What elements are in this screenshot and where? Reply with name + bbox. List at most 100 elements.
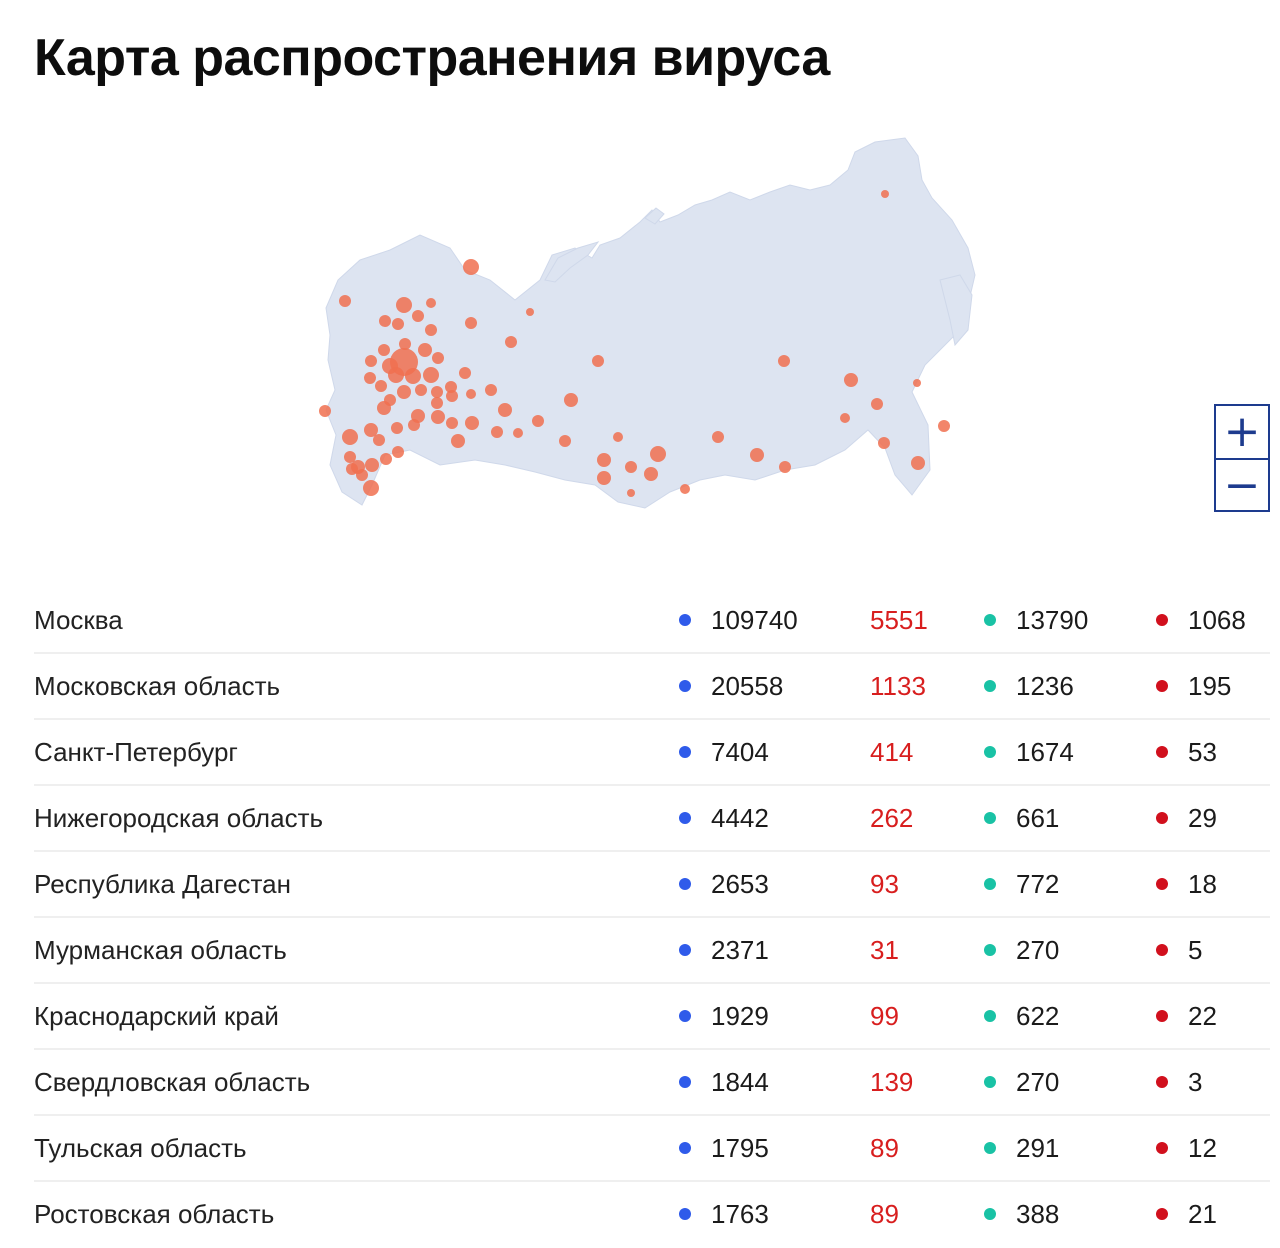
case-marker[interactable] xyxy=(779,461,791,473)
case-marker[interactable] xyxy=(459,367,471,379)
case-marker[interactable] xyxy=(498,403,512,417)
case-marker[interactable] xyxy=(431,386,443,398)
case-marker[interactable] xyxy=(339,295,351,307)
case-marker[interactable] xyxy=(466,389,476,399)
case-marker[interactable] xyxy=(365,355,377,367)
case-marker[interactable] xyxy=(392,446,404,458)
case-marker[interactable] xyxy=(564,393,578,407)
table-row[interactable]: Москва 109740 5551 13790 1068 xyxy=(34,588,1270,654)
case-marker[interactable] xyxy=(463,259,479,275)
case-marker[interactable] xyxy=(364,372,376,384)
case-marker[interactable] xyxy=(426,298,436,308)
case-marker[interactable] xyxy=(627,489,635,497)
case-marker[interactable] xyxy=(408,419,420,431)
case-marker[interactable] xyxy=(559,435,571,447)
case-marker[interactable] xyxy=(431,410,445,424)
case-marker[interactable] xyxy=(840,413,850,423)
case-marker[interactable] xyxy=(377,401,391,415)
case-marker[interactable] xyxy=(446,417,458,429)
table-row[interactable]: Ростовская область 1763 89 388 21 xyxy=(34,1182,1270,1248)
case-marker[interactable] xyxy=(881,190,889,198)
table-row[interactable]: Мурманская область 2371 31 270 5 xyxy=(34,918,1270,984)
case-marker[interactable] xyxy=(526,308,534,316)
case-marker[interactable] xyxy=(680,484,690,494)
table-row[interactable]: Краснодарский край 1929 99 622 22 xyxy=(34,984,1270,1050)
case-marker[interactable] xyxy=(380,453,392,465)
case-marker[interactable] xyxy=(613,432,623,442)
case-marker[interactable] xyxy=(365,458,379,472)
case-marker[interactable] xyxy=(597,453,611,467)
table-row[interactable]: Санкт-Петербург 7404 414 1674 53 xyxy=(34,720,1270,786)
case-marker[interactable] xyxy=(844,373,858,387)
case-marker[interactable] xyxy=(491,426,503,438)
case-marker[interactable] xyxy=(913,379,921,387)
total-dot-icon xyxy=(679,944,691,956)
table-row[interactable]: Свердловская область 1844 139 270 3 xyxy=(34,1050,1270,1116)
case-marker[interactable] xyxy=(431,397,443,409)
table-row[interactable]: Нижегородская область 4442 262 661 29 xyxy=(34,786,1270,852)
case-marker[interactable] xyxy=(364,423,378,437)
case-marker[interactable] xyxy=(445,381,457,393)
case-marker[interactable] xyxy=(342,429,358,445)
case-marker[interactable] xyxy=(405,368,421,384)
case-marker[interactable] xyxy=(650,446,666,462)
table-row[interactable]: Республика Дагестан 2653 93 772 18 xyxy=(34,852,1270,918)
recovered-dot-icon xyxy=(984,1010,996,1022)
case-marker[interactable] xyxy=(415,384,427,396)
case-marker[interactable] xyxy=(597,471,611,485)
case-marker[interactable] xyxy=(778,355,790,367)
case-marker[interactable] xyxy=(712,431,724,443)
region-name: Республика Дагестан xyxy=(34,868,291,899)
case-marker[interactable] xyxy=(592,355,604,367)
case-marker[interactable] xyxy=(356,469,368,481)
case-marker[interactable] xyxy=(938,420,950,432)
case-marker[interactable] xyxy=(344,451,356,463)
case-marker[interactable] xyxy=(396,297,412,313)
case-marker[interactable] xyxy=(346,463,358,475)
case-marker[interactable] xyxy=(373,434,385,446)
case-marker[interactable] xyxy=(532,415,544,427)
case-marker[interactable] xyxy=(392,318,404,330)
deaths-dot-icon xyxy=(1156,746,1168,758)
case-marker[interactable] xyxy=(625,461,637,473)
case-marker[interactable] xyxy=(418,343,432,357)
case-marker[interactable] xyxy=(391,422,403,434)
case-marker[interactable] xyxy=(423,367,439,383)
case-marker[interactable] xyxy=(375,380,387,392)
total-value: 1929 xyxy=(711,1000,769,1031)
map-canvas[interactable] xyxy=(300,130,1000,520)
case-marker[interactable] xyxy=(397,385,411,399)
case-marker[interactable] xyxy=(871,398,883,410)
case-marker[interactable] xyxy=(319,405,331,417)
case-marker[interactable] xyxy=(451,434,465,448)
case-marker[interactable] xyxy=(644,467,658,481)
case-marker[interactable] xyxy=(446,390,458,402)
case-marker[interactable] xyxy=(465,416,479,430)
region-name: Мурманская область xyxy=(34,934,287,965)
recovered-cases: 772 xyxy=(984,852,1059,916)
case-marker[interactable] xyxy=(388,367,404,383)
case-marker[interactable] xyxy=(399,338,411,350)
case-marker[interactable] xyxy=(513,428,523,438)
case-marker[interactable] xyxy=(505,336,517,348)
case-marker[interactable] xyxy=(878,437,890,449)
case-marker[interactable] xyxy=(379,315,391,327)
case-marker[interactable] xyxy=(363,480,379,496)
case-marker[interactable] xyxy=(425,324,437,336)
region-name: Ростовская область xyxy=(34,1198,275,1229)
zoom-out-button[interactable]: − xyxy=(1223,460,1261,511)
deaths: 53 xyxy=(1156,720,1217,784)
case-marker[interactable] xyxy=(465,317,477,329)
zoom-in-button[interactable]: + xyxy=(1216,406,1268,460)
case-marker[interactable] xyxy=(750,448,764,462)
case-marker[interactable] xyxy=(911,456,925,470)
table-row[interactable]: Московская область 20558 1133 1236 195 xyxy=(34,654,1270,720)
case-marker[interactable] xyxy=(378,344,390,356)
case-marker[interactable] xyxy=(412,310,424,322)
total-dot-icon xyxy=(679,1142,691,1154)
case-marker[interactable] xyxy=(485,384,497,396)
total-dot-icon xyxy=(679,1076,691,1088)
table-row[interactable]: Тульская область 1795 89 291 12 xyxy=(34,1116,1270,1182)
russia-map[interactable] xyxy=(300,130,1000,520)
case-marker[interactable] xyxy=(432,352,444,364)
